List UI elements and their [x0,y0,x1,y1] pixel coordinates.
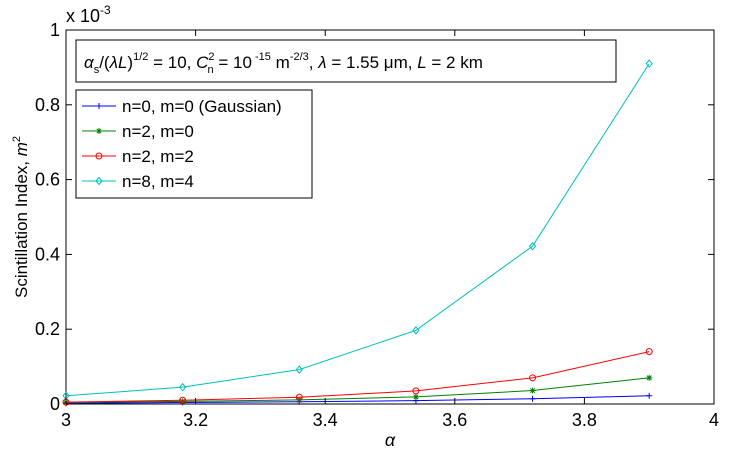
legend-marker [96,128,102,134]
data-point [645,348,653,356]
data-point [529,395,536,402]
data-point [645,59,653,68]
ticks-layer: 3 3.2 3.4 3.6 3.8 4 0 0.2 0.4 0.6 0.8 1 [35,20,719,430]
y-tick-label: 1 [50,20,60,40]
legend-label: n=8, m=4 [122,172,194,191]
data-point [528,241,537,251]
annotation-box [75,39,617,83]
legend-marker [96,103,102,109]
y-tick-label: 0.6 [35,170,60,190]
series-line-1 [65,377,650,404]
x-axis-label: α [385,430,396,450]
y-axis-label: Scintillation Index, m2 [11,136,31,298]
x-tick-label: 3.6 [442,410,467,430]
legend-label: n=2, m=2 [122,147,194,166]
x-tick-label: 4 [709,410,719,430]
data-point [646,374,653,381]
data-point [178,382,187,392]
data-point [295,393,303,401]
x-tick-label: 3 [61,410,71,430]
data-point [529,387,536,394]
y-multiplier: x 10-3 [66,3,111,26]
data-point [412,393,419,400]
y-tick-label: 0.2 [35,319,60,339]
legend-label: n=0, m=0 (Gaussian) [122,97,282,116]
x-tick-label: 3.8 [572,410,597,430]
data-point [179,396,187,404]
plot-area [65,29,715,405]
data-point [412,326,420,335]
y-tick-label: 0.4 [35,244,60,264]
legend-marker [95,152,103,160]
data-point [412,387,420,395]
series-line-2 [65,351,650,403]
legend-marker [95,176,103,186]
data-point [295,365,303,374]
legend: n=0, m=0 (Gaussian) n=2, m=0 n=2, m=2 n=8, … [82,97,282,191]
series-layer [62,59,653,407]
y-tick-label: 0.8 [35,95,60,115]
series-line-0 [65,395,650,404]
series-line-3 [65,63,650,397]
data-point [529,374,537,382]
legend-label: n=2, m=0 [122,122,194,141]
data-point [646,392,653,399]
x-tick-label: 3.4 [313,410,338,430]
x-tick-label: 3.2 [183,410,208,430]
y-tick-label: 0 [50,394,60,414]
annotation-text: αs/(λL)1/2 = 10, C2 n = 10 -15 m-2/3, λ =… [84,51,483,76]
legend-box [75,89,313,199]
